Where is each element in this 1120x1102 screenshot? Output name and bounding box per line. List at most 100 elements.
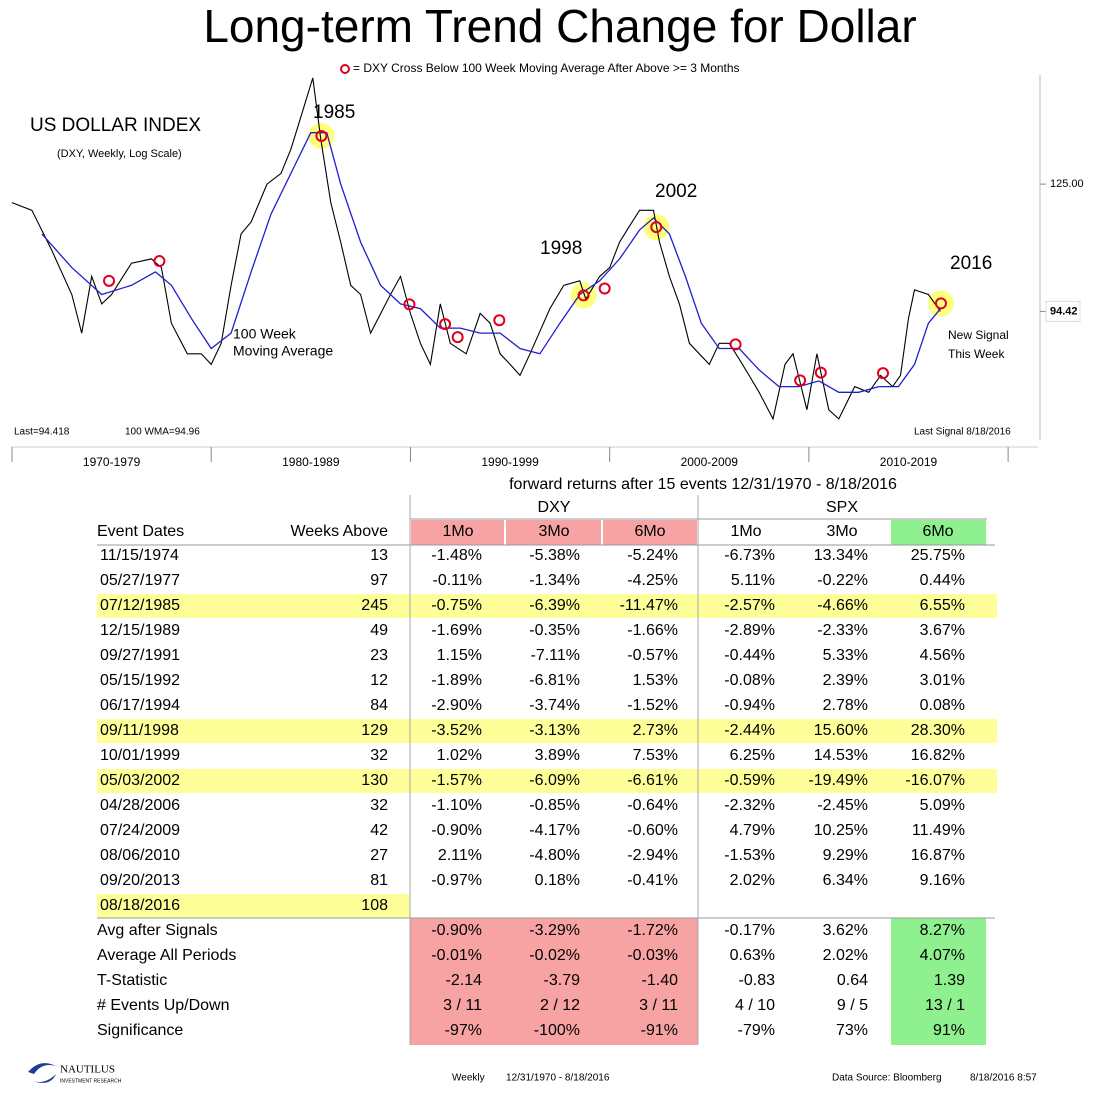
summary-cell: -0.02% (529, 947, 580, 964)
x-tick-label: 1990-1999 (481, 455, 539, 469)
summary-cell: -3.29% (529, 922, 580, 939)
signal-highlight (927, 290, 954, 317)
table-cell: 07/12/1985 (100, 597, 180, 614)
table-cell: 06/17/1994 (100, 697, 180, 714)
table-cell: -0.35% (529, 622, 580, 639)
summary-cell: 1.39 (934, 972, 965, 989)
table-cell: 15.60% (814, 722, 868, 739)
summary-cell: 3 / 11 (639, 997, 678, 1014)
summary-cell: 2.02% (823, 947, 868, 964)
table-cell: -2.33% (817, 622, 868, 639)
summary-cell: 4 / 10 (735, 997, 775, 1014)
table-cell: 2.39% (823, 672, 868, 689)
table-cell: 11/15/1974 (100, 547, 179, 564)
header-cell (506, 520, 601, 545)
annotation: 1985 (313, 102, 355, 123)
table-cell: -5.38% (529, 547, 580, 564)
annotation: New Signal (948, 328, 1009, 342)
header-cell (411, 520, 504, 545)
table-cell: 1.53% (633, 672, 678, 689)
table-cell: 3.67% (920, 622, 965, 639)
table-cell: -1.10% (431, 797, 482, 814)
summary-cell: -0.03% (627, 947, 678, 964)
table-cell: -2.90% (431, 697, 482, 714)
signal-marker (877, 367, 890, 380)
table-cell: 10.25% (814, 822, 868, 839)
table-cell: -1.48% (431, 547, 482, 564)
y-tick-label: 94.42 (1050, 305, 1078, 317)
table-cell: 6.55% (920, 597, 965, 614)
table-cell: 3.89% (535, 747, 580, 764)
table-cell: 07/24/2009 (100, 822, 180, 839)
footer-stamp: 8/18/2016 8:57 (970, 1073, 1037, 1084)
table-cell: 130 (361, 772, 388, 789)
signal-marker (439, 318, 452, 331)
column-header: 6Mo (922, 523, 953, 540)
table-cell: 05/15/1992 (100, 672, 180, 689)
table-cell: 04/28/2006 (100, 797, 180, 814)
header-cell (603, 520, 697, 545)
x-tick-label: 2010-2019 (880, 455, 938, 469)
table-cell: -0.08% (724, 672, 775, 689)
summary-cell: 13 / 1 (925, 997, 965, 1014)
table-cell: 1.02% (437, 747, 482, 764)
table-cell: -3.13% (529, 722, 580, 739)
table-cell: -5.24% (627, 547, 678, 564)
summary-cell: -79% (738, 1022, 775, 1039)
table-cell: 1.15% (437, 647, 482, 664)
summary-cell: 73% (836, 1022, 868, 1039)
table-cell: 12/15/1989 (100, 622, 180, 639)
table-cell: 3.01% (920, 672, 965, 689)
annotation: Last Signal 8/18/2016 (914, 427, 1011, 438)
table-cell: -1.89% (431, 672, 482, 689)
table-cell: 09/11/1998 (100, 722, 179, 739)
logo-sub: INVESTMENT RESEARCH (60, 1078, 122, 1084)
y-tick-label: 125.00 (1050, 178, 1084, 190)
table-cell: -6.61% (627, 772, 678, 789)
table-cell: -3.52% (431, 722, 482, 739)
table-cell: -1.34% (529, 572, 580, 589)
table-cell: 05/03/2002 (100, 772, 180, 789)
y-tick-box (1045, 300, 1081, 322)
table-cell: -0.11% (432, 572, 482, 589)
annotation: Last=94.418 (14, 427, 70, 438)
summary-cell: -2.14 (446, 972, 483, 989)
table-cell: 4.56% (920, 647, 965, 664)
table-cell: -1.52% (627, 697, 678, 714)
summary-cell: Average All Periods (97, 947, 236, 964)
summary-cell: -100% (534, 1022, 580, 1039)
group-header: SPX (826, 499, 858, 516)
x-tick-label: 1970-1979 (83, 455, 141, 469)
table-cell: -1.57% (431, 772, 482, 789)
table-cell: -0.97% (431, 872, 482, 889)
logo-mark (28, 1063, 56, 1083)
signal-marker (451, 331, 464, 344)
table-cell: -4.17% (529, 822, 580, 839)
summary-cell: 8.27% (920, 922, 965, 939)
chart-sublabel: (DXY, Weekly, Log Scale) (57, 148, 182, 160)
signal-marker (814, 366, 827, 379)
table-cell: 245 (361, 597, 388, 614)
table-cell: -7.11% (530, 647, 580, 664)
table-cell: -1.69% (431, 622, 482, 639)
summary-cell: 3.62% (823, 922, 868, 939)
signal-highlight (570, 282, 597, 309)
table-cell: 13.34% (814, 547, 868, 564)
table-cell: 27 (370, 847, 388, 864)
table-cell: -4.80% (529, 847, 580, 864)
table-cell: -0.85% (529, 797, 580, 814)
table-cell: 12 (370, 672, 388, 689)
table-cell: -0.59% (724, 772, 775, 789)
table-cell: 09/27/1991 (100, 647, 180, 664)
column-header: Weeks Above (290, 523, 388, 540)
table-cell: 42 (370, 822, 388, 839)
table-cell: 49 (370, 622, 388, 639)
signal-marker (577, 289, 590, 302)
table-cell: 5.09% (920, 797, 965, 814)
table: forward returns after 15 events 12/31/19… (97, 476, 997, 1045)
table-cell: -0.60% (627, 822, 678, 839)
price-line (11, 77, 941, 421)
table-cell: -4.25% (627, 572, 678, 589)
annotation: 2016 (950, 253, 992, 274)
